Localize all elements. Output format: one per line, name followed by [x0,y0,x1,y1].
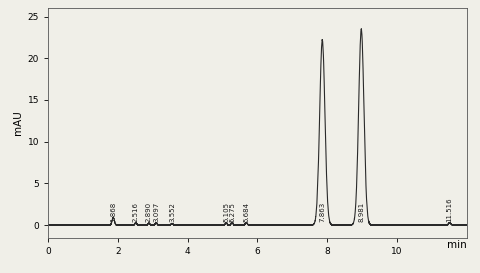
Text: 2.890: 2.890 [145,202,152,222]
Text: min: min [446,240,466,250]
Text: 7.863: 7.863 [319,202,324,222]
Text: 8.981: 8.981 [358,202,363,222]
Text: 5.275: 5.275 [228,202,235,222]
Text: 3.552: 3.552 [168,202,175,222]
Text: 5.684: 5.684 [243,202,249,222]
Text: 5.105: 5.105 [223,202,228,222]
Y-axis label: mAU: mAU [13,111,24,135]
Text: 1.868: 1.868 [110,202,116,222]
Text: 3.097: 3.097 [153,202,159,222]
Text: 2.516: 2.516 [132,202,139,222]
Text: 11.516: 11.516 [446,197,452,222]
